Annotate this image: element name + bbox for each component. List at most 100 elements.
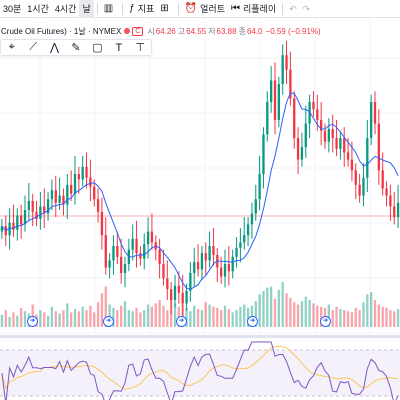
candle-body	[254, 199, 257, 214]
grid-icon: ⊞	[160, 2, 169, 14]
timeframe-1h[interactable]: 1시간	[27, 3, 49, 14]
candle-body	[70, 184, 73, 194]
volume-bar	[212, 306, 215, 327]
candle-body	[389, 195, 392, 207]
volume-bar	[166, 310, 169, 327]
volume-bar	[204, 302, 207, 327]
candle-body	[139, 253, 142, 259]
rsi-band	[0, 350, 400, 396]
timeframe-1d[interactable]: 날	[79, 0, 94, 18]
templates-button[interactable]: ⊞	[157, 0, 174, 18]
candle-body	[23, 210, 27, 225]
volume-bar	[220, 310, 223, 327]
candle-body	[27, 201, 30, 210]
volume-bar	[89, 305, 92, 327]
volume-bar	[0, 314, 4, 327]
volume-bar	[8, 316, 11, 327]
candle-body	[331, 129, 334, 138]
price-chart[interactable]	[0, 18, 400, 400]
volume-bar	[73, 309, 77, 327]
alarm-icon: ⏰	[184, 2, 198, 14]
candle-body	[96, 199, 100, 212]
symbol-title[interactable]: Crude Oil Futures) · 1날 · NYMEX	[1, 26, 122, 36]
rsi-signal-line	[1, 345, 399, 390]
redo-button[interactable]: ↷	[300, 0, 314, 18]
candle-body	[366, 138, 369, 178]
candle-body	[385, 188, 388, 196]
volume-bar	[193, 305, 196, 327]
pattern-icon[interactable]: ⋀	[50, 42, 60, 54]
volume-bar	[200, 310, 204, 327]
candle-body	[50, 190, 54, 200]
alert-button[interactable]: ⏰ 얼러트	[182, 0, 228, 18]
volume-bar	[266, 287, 269, 327]
volume-bar	[270, 286, 273, 327]
volume-bar	[85, 310, 88, 327]
candle-body	[12, 222, 15, 230]
volume-bar	[100, 293, 104, 327]
candle-body	[0, 226, 4, 232]
pane-divider[interactable]	[0, 335, 400, 338]
candle-body	[77, 174, 80, 180]
toolbar-divider	[282, 2, 284, 15]
volume-bar	[135, 307, 138, 327]
close-label: 종	[238, 26, 246, 36]
earnings-icon[interactable]: ➔	[103, 316, 114, 327]
rectangle-icon[interactable]: ▢	[92, 42, 103, 54]
text-icon[interactable]: T	[115, 41, 123, 54]
candle-body	[381, 170, 384, 189]
brush-icon[interactable]: ✎	[71, 42, 81, 54]
volume-bar	[350, 312, 354, 327]
candle-body	[285, 55, 288, 70]
legend-badge: C	[132, 26, 144, 36]
candle-body	[58, 195, 61, 203]
drawing-toolbar: ⌖ ⟋ ⋀ ✎ ▢ T ⊤	[0, 39, 152, 56]
ruler-icon[interactable]: ⊤	[135, 42, 146, 54]
volume-bar	[112, 307, 115, 327]
chart-type-button[interactable]: ▥	[101, 0, 119, 18]
candle-body	[354, 170, 357, 185]
candle-body	[327, 129, 330, 142]
volume-bar	[389, 310, 392, 327]
undo-icon: ↶	[289, 3, 297, 14]
volume-bar	[373, 300, 377, 327]
volume-bar	[173, 303, 177, 327]
volume-bar	[243, 304, 246, 327]
candle-body	[143, 244, 146, 259]
volume-bar	[273, 298, 277, 327]
earnings-icon[interactable]: ➔	[247, 316, 258, 327]
cursor-icon[interactable]: ⌖	[8, 41, 15, 53]
volume-bar	[143, 310, 146, 327]
trend-line-icon[interactable]: ⟋	[29, 41, 37, 53]
volume-bar	[285, 293, 288, 327]
volume-bar	[385, 307, 388, 327]
volume-bar	[343, 310, 346, 327]
undo-button[interactable]: ↶	[286, 0, 300, 18]
volume-bar	[289, 297, 292, 327]
chart-grid	[0, 18, 400, 334]
volume-bar	[58, 313, 61, 327]
indicators-button[interactable]: ƒ 지표	[126, 0, 157, 18]
candle-body	[339, 138, 342, 149]
low-value: 63.88	[216, 26, 237, 36]
candle-body	[131, 238, 134, 250]
candle-body	[223, 264, 227, 277]
earnings-icon[interactable]: ➔	[27, 316, 38, 327]
earnings-icon[interactable]: ➔	[320, 316, 331, 327]
volume-bar	[104, 286, 107, 327]
volume-bar	[335, 306, 338, 327]
volume-bar	[39, 310, 42, 327]
volume-bar	[393, 311, 396, 327]
timeframe-30m[interactable]: 30분	[3, 3, 22, 14]
candle-body	[20, 215, 23, 225]
low-label: 저	[208, 26, 216, 36]
candle-body	[373, 102, 377, 124]
candle-body	[170, 289, 173, 300]
candle-body	[235, 247, 238, 257]
earnings-icon[interactable]: ➔	[176, 316, 187, 327]
candle-body	[85, 166, 88, 178]
timeframe-4h[interactable]: 4시간	[54, 3, 77, 14]
replay-button[interactable]: ⏮ 리플레이	[228, 0, 279, 18]
candle-body	[227, 264, 230, 272]
